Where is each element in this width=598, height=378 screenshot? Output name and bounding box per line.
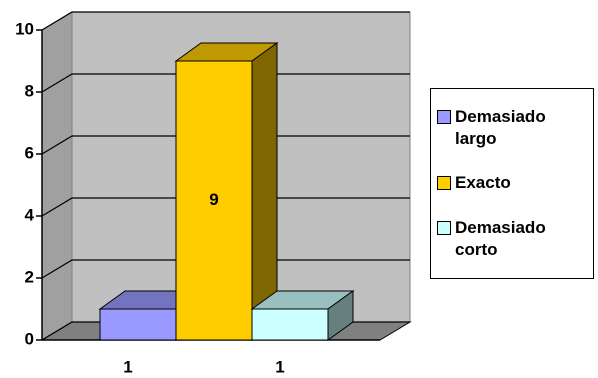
grid-line (41, 73, 410, 93)
y-tick-label: 10 (15, 19, 34, 38)
grid-line (41, 11, 410, 31)
legend-label: Demasiado corto (455, 217, 546, 259)
data-label: 9 (209, 190, 218, 209)
legend-entry: Demasiado corto (435, 217, 589, 261)
bar-front (99, 308, 177, 341)
y-tick-label: 6 (25, 143, 34, 162)
y-tick-label: 2 (25, 267, 34, 286)
data-label: 1 (275, 357, 284, 376)
y-tick-label: 8 (25, 81, 34, 100)
bar-front (251, 308, 329, 341)
legend-label: Demasiado largo (455, 107, 546, 149)
bar (174, 42, 279, 341)
grid-line (41, 197, 410, 217)
bar (250, 290, 355, 341)
side-wall (41, 11, 73, 341)
legend-swatch (437, 110, 451, 125)
legend-swatch (437, 176, 451, 191)
legend-label: Exacto (455, 173, 511, 193)
legend-swatch (437, 220, 451, 235)
data-label: 1 (123, 357, 132, 376)
legend-entry: Exacto (435, 172, 589, 194)
grid-line (41, 135, 410, 155)
grid-line (41, 259, 410, 279)
y-tick-label: 0 (25, 329, 34, 348)
bar-side (327, 290, 354, 341)
legend: Demasiado largo Exacto Demasiado corto (430, 88, 594, 279)
legend-entry: Demasiado largo (435, 106, 589, 150)
y-tick-label: 4 (25, 205, 35, 224)
